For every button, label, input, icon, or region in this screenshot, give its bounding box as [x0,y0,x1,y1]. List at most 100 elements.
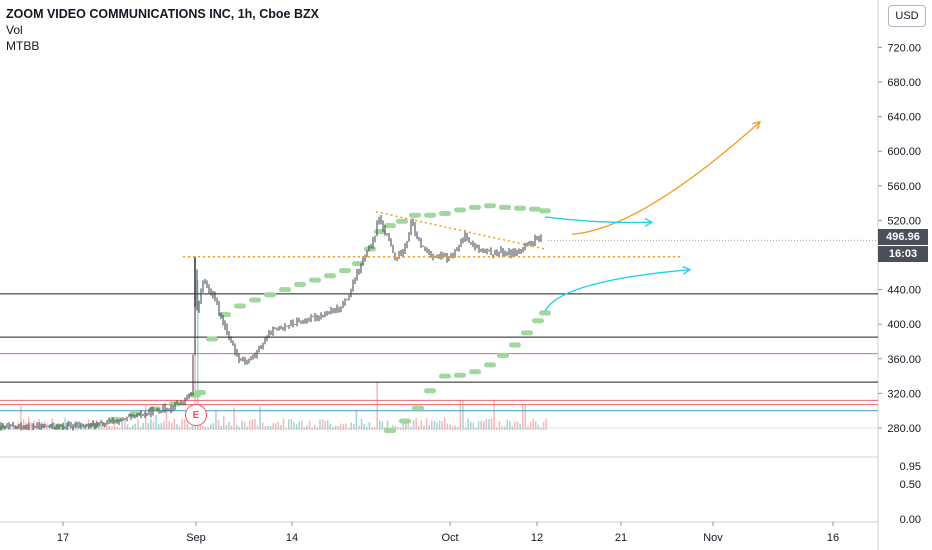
mtbb-dot [469,204,481,210]
volume-bar [438,420,441,430]
mtbb-dot [539,310,551,316]
volume-bar [7,427,9,430]
volume-bars [2,280,547,430]
volume-bar [527,426,529,430]
volume-bar [155,415,157,430]
volume-bar [490,418,493,430]
volume-bar [189,427,191,430]
arrow-breakdown [544,269,691,312]
volume-bar [134,423,137,430]
volume-bar [329,423,332,430]
volume-bar [472,422,475,430]
volume-bar [225,424,228,430]
volume-tick-label: 0.00 [900,514,921,526]
mtbb-dot [469,369,481,375]
volume-bar [145,403,147,430]
volume-bar [459,400,462,430]
volume-bar [355,409,358,430]
volume-bar [210,424,212,430]
volume-bar [17,422,20,430]
currency-button[interactable]: USD [888,5,926,27]
volume-bar [202,425,204,430]
volume-bar [30,422,33,430]
volume-bar [267,425,269,430]
mtbb-dot [514,205,526,211]
volume-bar [15,425,17,430]
symbol-title[interactable]: ZOOM VIDEO COMMUNICATIONS INC, 1h, Cboe … [6,7,319,21]
volume-bar [215,410,217,430]
volume-bar [139,426,142,430]
mtbb-dot [364,246,376,252]
volume-bar [368,422,371,430]
mtbb-dot [249,297,261,303]
volume-bar [363,423,365,430]
volume-bar [67,420,69,430]
y-tick-label: 320.00 [887,388,921,400]
volume-legend[interactable]: Vol [6,23,23,37]
volume-bar [243,421,246,430]
mtbb-dot [384,428,396,434]
volume-bar [230,425,233,430]
volume-bar [282,418,285,430]
x-tick-label: 17 [57,532,69,544]
volume-bar [350,422,352,430]
x-tick-label: 12 [531,532,543,544]
volume-bar [340,423,342,430]
volume-bar [511,426,514,430]
volume-bar [191,425,194,430]
volume-bar [69,427,72,430]
mtbb-dot [194,390,206,396]
volume-bar [293,421,295,430]
volume-bar [306,425,308,430]
volume-bar [537,424,540,430]
arrow-up-head [752,120,762,130]
mtbb-dot [497,352,509,358]
volume-bar [272,423,274,430]
drawings [183,120,878,312]
y-tick-label: 640.00 [887,112,921,124]
mtbb-dot [499,204,511,210]
volume-bar [405,418,407,430]
mtbb-dot [532,318,544,324]
volume-bar [103,423,105,430]
volume-bar [124,420,126,430]
volume-bar [158,424,160,430]
volume-bar [33,420,35,430]
mtbb-dot [149,406,161,412]
volume-bar [324,420,326,430]
volume-bar [360,418,363,430]
volume-bar [9,423,12,430]
volume-bar [241,420,243,430]
mtbb-dot [374,229,386,235]
volume-bar [493,399,495,430]
volume-bar [163,420,165,430]
volume-bar [347,427,350,430]
volume-bar [376,382,378,430]
mtbb-legend[interactable]: MTBB [6,39,40,53]
mtbb-dot [54,424,66,430]
volume-bar [259,406,261,430]
arrow-breakdown-head [682,265,692,275]
volume-bar [425,418,428,430]
volume-bar [277,421,280,430]
volume-bar [373,427,376,430]
volume-bar [441,421,443,430]
volume-bar [431,420,433,430]
earnings-badge[interactable]: E [185,404,207,426]
volume-bar [43,421,46,430]
volume-bar [254,419,256,430]
volume-bar [35,427,38,430]
mtbb-dot [264,292,276,298]
volume-bar [85,423,87,430]
mtbb-dot [206,336,218,342]
mtbb-dot [484,362,496,368]
volume-bar [223,416,225,430]
mtbb-dot [339,268,351,274]
volume-bar [186,423,189,430]
volume-bar [467,418,469,430]
volume-bar [433,420,436,430]
volume-bar [262,422,264,430]
y-tick-label: 720.00 [887,42,921,54]
mtbb-dot [234,303,246,309]
